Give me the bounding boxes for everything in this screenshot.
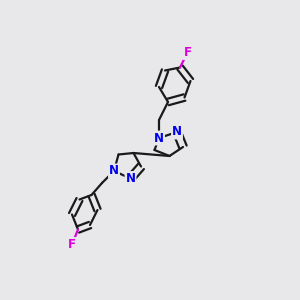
Text: N: N	[172, 125, 182, 139]
Text: N: N	[109, 164, 119, 178]
Text: F: F	[184, 46, 191, 59]
Text: F: F	[68, 238, 76, 251]
Text: N: N	[125, 172, 136, 185]
Text: N: N	[154, 131, 164, 145]
